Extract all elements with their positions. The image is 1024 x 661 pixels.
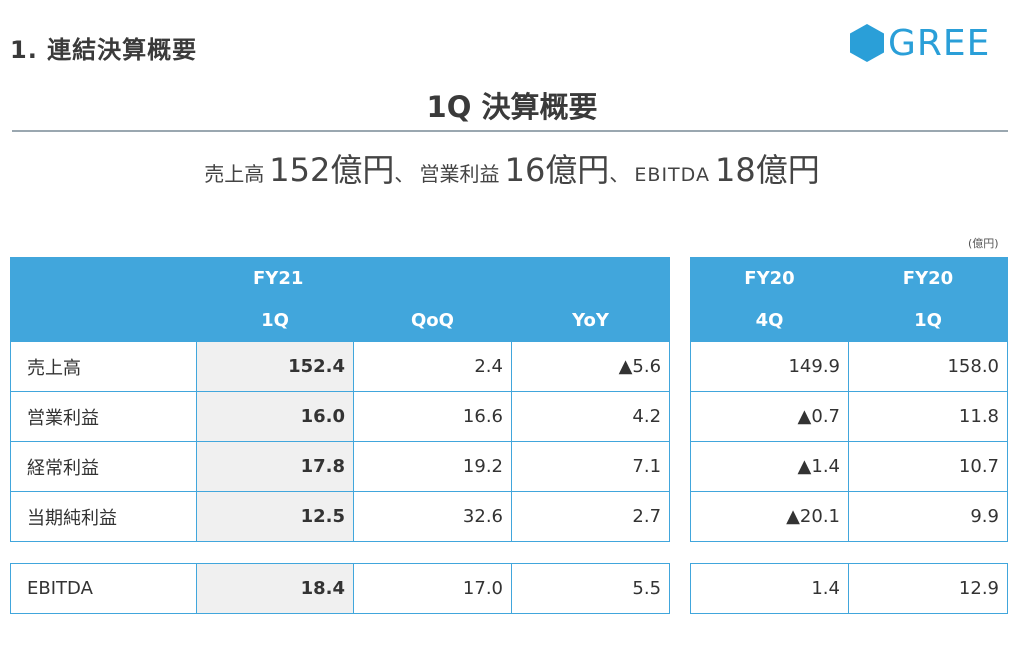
logo-text: GREE <box>888 22 991 64</box>
table-row-ebitda: 1.4 12.9 <box>690 563 1008 614</box>
summary-op-value: 16億円 <box>504 151 610 189</box>
value-1q: 12.5 <box>196 491 354 542</box>
col-1q-header: 1Q <box>196 299 354 342</box>
row-label: EBITDA <box>10 563 197 614</box>
summary-ebitda-value: 18億円 <box>715 151 820 189</box>
table-row: 経常利益 17.8 19.2 7.1 <box>10 441 671 492</box>
col-a-q-header: 4Q <box>690 299 849 342</box>
value-fy20-4q: ▲1.4 <box>690 441 849 492</box>
title-divider <box>12 130 1008 132</box>
table-spacer <box>10 541 670 564</box>
value-fy20-1q: 11.8 <box>848 391 1008 442</box>
value-qoq: 32.6 <box>353 491 512 542</box>
value-yoy: ▲5.6 <box>510 341 671 392</box>
value-yoy: 2.7 <box>510 491 671 542</box>
col-yoy-header: YoY <box>510 299 671 342</box>
unit-label: (億円) <box>968 237 999 250</box>
page-title: 1Q 決算概要 <box>426 90 598 124</box>
value-1q: 18.4 <box>196 563 354 614</box>
value-fy20-4q: 1.4 <box>690 563 849 614</box>
table-spacer <box>690 541 1008 564</box>
table-row-ebitda: EBITDA 18.4 17.0 5.5 <box>10 563 671 614</box>
summary-separator: 、 <box>609 162 630 186</box>
table-row: 売上高 152.4 2.4 ▲5.6 <box>10 341 671 392</box>
row-label: 営業利益 <box>10 391 197 442</box>
value-fy20-1q: 10.7 <box>848 441 1008 492</box>
gree-logo: GREE <box>848 22 990 64</box>
row-label: 当期純利益 <box>10 491 197 542</box>
value-fy20-4q: ▲0.7 <box>690 391 849 442</box>
value-fy20-4q: ▲20.1 <box>690 491 849 542</box>
value-1q: 16.0 <box>196 391 354 442</box>
fy21-table: FY21 1Q QoQ YoY 売上高 152.4 2.4 ▲5.6 営業利益 … <box>10 257 671 614</box>
value-qoq: 2.4 <box>353 341 512 392</box>
fy21-header: FY21 <box>195 257 671 300</box>
value-fy20-4q: 149.9 <box>690 341 849 392</box>
row-label: 売上高 <box>10 341 197 392</box>
summary-sales-label: 売上高 <box>204 162 265 186</box>
col-b-fy-header: FY20 <box>848 257 1008 300</box>
value-qoq: 19.2 <box>353 441 512 492</box>
table-row: ▲20.1 9.9 <box>690 491 1008 542</box>
fy20-table: FY20 FY20 4Q 1Q 149.9 158.0 ▲0.7 11.8 ▲1… <box>690 257 1008 614</box>
value-qoq: 16.6 <box>353 391 512 442</box>
value-fy20-1q: 158.0 <box>848 341 1008 392</box>
table-header-blank <box>10 257 197 342</box>
summary-separator: 、 <box>394 162 415 186</box>
value-qoq: 17.0 <box>353 563 512 614</box>
table-row: 営業利益 16.0 16.6 4.2 <box>10 391 671 442</box>
hexagon-logo-icon <box>850 24 884 62</box>
value-fy20-1q: 12.9 <box>848 563 1008 614</box>
summary-op-label: 営業利益 <box>419 162 500 186</box>
table-row: ▲0.7 11.8 <box>690 391 1008 442</box>
col-a-fy-header: FY20 <box>690 257 849 300</box>
summary-sales-value: 152億円 <box>269 151 395 189</box>
summary-line: 売上高 152億円、 営業利益 16億円、 EBITDA 18億円 <box>0 145 1024 191</box>
value-fy20-1q: 9.9 <box>848 491 1008 542</box>
col-qoq-header: QoQ <box>353 299 512 342</box>
row-label: 経常利益 <box>10 441 197 492</box>
summary-ebitda-label: EBITDA <box>634 164 710 186</box>
value-yoy: 5.5 <box>510 563 671 614</box>
value-1q: 152.4 <box>196 341 354 392</box>
value-yoy: 4.2 <box>510 391 671 442</box>
table-row: 当期純利益 12.5 32.6 2.7 <box>10 491 671 542</box>
section-title: 1. 連結決算概要 <box>10 36 198 64</box>
table-row: ▲1.4 10.7 <box>690 441 1008 492</box>
col-b-q-header: 1Q <box>848 299 1008 342</box>
value-1q: 17.8 <box>196 441 354 492</box>
table-row: 149.9 158.0 <box>690 341 1008 392</box>
value-yoy: 7.1 <box>510 441 671 492</box>
